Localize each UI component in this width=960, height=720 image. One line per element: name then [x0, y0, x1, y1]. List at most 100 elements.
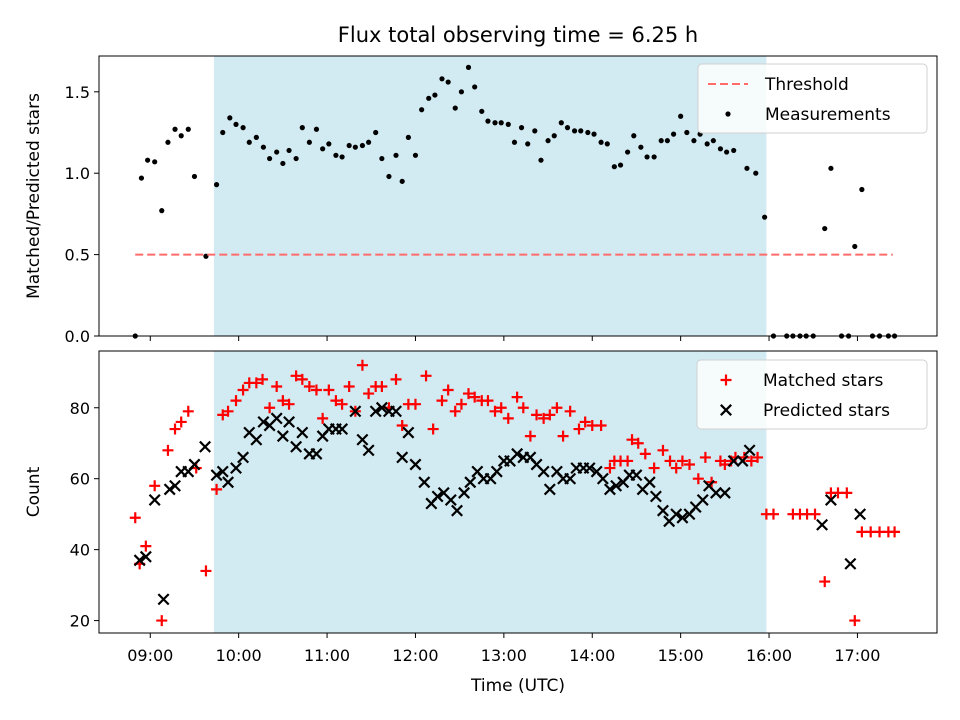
matched-stars-point — [482, 395, 494, 407]
bottom-shaded-span — [213, 351, 767, 633]
measurements-point — [306, 139, 312, 145]
measurements-point — [326, 141, 332, 147]
matched-stars-point — [222, 405, 234, 417]
measurements-point — [159, 208, 165, 214]
matched-stars-point — [767, 508, 779, 520]
bottom-legend: Matched stars Predicted stars — [696, 359, 928, 430]
measurements-point — [551, 133, 557, 139]
measurements-point — [585, 129, 591, 136]
matched-stars-point — [469, 391, 481, 403]
measurements-point — [525, 141, 531, 147]
matched-stars-point — [738, 451, 750, 463]
matched-stars-point — [622, 455, 634, 467]
matched-stars-point — [579, 416, 591, 428]
predicted-stars-point — [718, 486, 731, 499]
x-tick-label: 09:00 — [127, 646, 173, 665]
predicted-stars-point — [362, 444, 375, 457]
matched-stars-point — [657, 444, 669, 456]
legend-predicted-label: Predicted stars — [763, 401, 890, 421]
matched-stars-point — [436, 395, 448, 407]
predicted-stars-point — [283, 415, 296, 428]
matched-stars-point — [363, 388, 375, 400]
matched-stars-point — [819, 576, 831, 588]
measurements-point — [399, 178, 405, 184]
matched-stars-point — [175, 416, 187, 428]
matched-stars-point — [664, 455, 676, 467]
measurements-point — [591, 131, 597, 137]
predicted-stars-point — [564, 472, 577, 485]
predicted-stars-point — [216, 465, 229, 478]
measurements-point — [472, 84, 478, 90]
measurements-point — [339, 154, 345, 160]
matched-stars-point — [489, 405, 501, 417]
measurements-point — [313, 126, 320, 132]
predicted-stars-point — [676, 511, 689, 524]
measurements-point — [286, 147, 292, 154]
matched-stars-point — [277, 395, 289, 407]
predicted-stars-point — [656, 504, 669, 517]
matched-stars-point — [557, 430, 569, 442]
measurements-point — [293, 155, 299, 162]
legend-box — [697, 63, 928, 134]
predicted-stars-point — [349, 405, 362, 418]
y-tick-label: 20 — [70, 612, 90, 631]
chart-title: Flux total observing time = 6.25 h — [338, 23, 698, 47]
measurements-point — [678, 113, 684, 119]
measurements-point — [505, 121, 511, 127]
matched-stars-point — [250, 377, 262, 389]
measurements-point — [762, 214, 768, 220]
measurements-point — [419, 107, 425, 113]
matched-stars-point — [200, 565, 212, 577]
matched-stars-point — [317, 412, 329, 424]
predicted-stars-point — [816, 518, 829, 531]
predicted-stars-point — [537, 465, 550, 478]
matched-stars-point — [390, 373, 402, 385]
predicted-stars-point — [390, 405, 402, 418]
measurements-point — [631, 133, 637, 139]
measurements-point — [558, 120, 564, 126]
predicted-stars-point — [163, 483, 176, 496]
measurements-point — [859, 186, 865, 193]
matched-stars-point — [573, 423, 585, 435]
matched-stars-point — [639, 448, 651, 460]
predicted-stars-point — [402, 426, 415, 439]
matched-stars-point — [442, 384, 454, 396]
predicted-stars-point — [230, 462, 242, 475]
matched-stars-point — [544, 409, 556, 421]
matched-stars-point — [257, 373, 269, 385]
measurements-point — [213, 182, 220, 188]
measurements-point — [145, 157, 151, 163]
legend-measurements-label: Measurements — [765, 105, 891, 125]
measurements-point — [320, 146, 326, 152]
predicted-stars-point — [369, 405, 382, 418]
matched-stars-point — [356, 359, 368, 371]
matched-stars-point — [502, 412, 514, 424]
measurements-point — [240, 125, 246, 131]
x-tick-label: 12:00 — [392, 646, 438, 665]
predicted-stars-point — [844, 557, 857, 570]
measurements-point — [233, 121, 239, 127]
matched-stars-point — [182, 405, 194, 417]
predicted-stars-point — [276, 430, 289, 443]
matched-stars-point — [303, 380, 315, 392]
top-axes-frame — [98, 55, 938, 337]
predicted-stars-point — [696, 494, 709, 506]
y-tick-label: 40 — [70, 541, 90, 560]
measurements-point — [299, 125, 305, 131]
measurements-point — [253, 134, 259, 140]
matched-stars-point — [283, 398, 295, 410]
measurements-point — [386, 173, 392, 180]
matched-stars-point — [237, 384, 249, 396]
measurements-point — [638, 144, 644, 150]
measurements-point — [664, 138, 670, 144]
predicted-stars-point — [710, 486, 722, 499]
matched-stars-point — [683, 459, 695, 471]
measurements-point — [710, 138, 716, 144]
legend-measurements-swatch — [725, 111, 731, 117]
measurements-point — [260, 144, 267, 150]
bottom-marks — [129, 359, 901, 627]
predicted-stars-point — [336, 423, 349, 436]
matched-stars-point — [330, 395, 342, 407]
matched-stars-point — [156, 615, 168, 627]
